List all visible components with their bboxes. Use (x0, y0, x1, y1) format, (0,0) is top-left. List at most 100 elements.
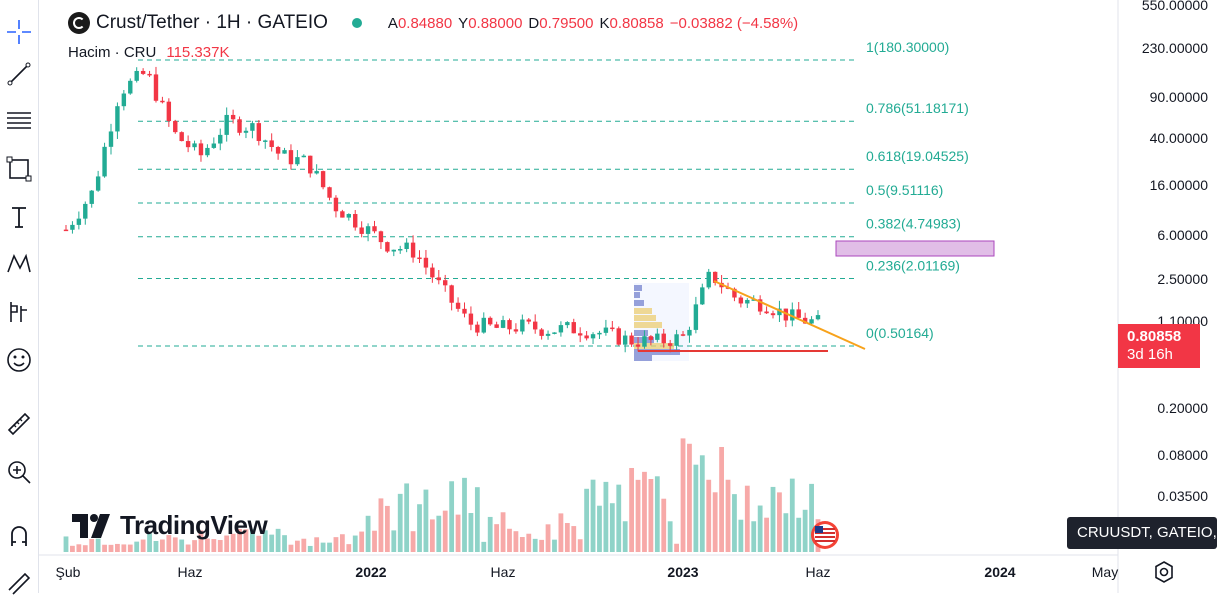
volume-bar (121, 544, 127, 552)
chart-area[interactable]: 550.00000 230.00000 90.00000 40.00000 16.000… (38, 0, 1217, 593)
fib-icon[interactable] (3, 104, 35, 136)
volume-bar (211, 539, 217, 552)
text-icon[interactable] (3, 201, 35, 233)
candle-body (263, 140, 268, 142)
zoom-in-icon[interactable] (3, 456, 35, 488)
volume-bar (166, 535, 172, 552)
candle-body (732, 288, 737, 298)
volume-bar (346, 544, 352, 552)
candle-body (256, 123, 262, 141)
volume-bar (352, 535, 358, 552)
candle-body (809, 319, 814, 324)
candle-body (693, 304, 699, 330)
volume-bar (282, 535, 287, 552)
volume-bar (429, 519, 435, 552)
candle-body (616, 328, 621, 345)
chart-canvas[interactable]: 550.00000 230.00000 90.00000 40.00000 16.000… (38, 0, 1217, 593)
forecast-icon[interactable] (3, 296, 35, 328)
candle-body (314, 171, 319, 174)
ohlc-high: Y0.88000 (458, 15, 522, 32)
volume-bar (275, 528, 281, 552)
candle-body (622, 335, 628, 345)
volume-bar (404, 483, 410, 552)
candle-body (796, 309, 801, 318)
volume-bar (294, 540, 300, 552)
candle-body (372, 226, 377, 232)
candle-body (777, 308, 782, 316)
last-price-tag: 0.80858 3d 16h (1118, 324, 1200, 368)
candle-body (359, 227, 364, 234)
trend-line-icon[interactable] (3, 58, 35, 90)
candle-body (237, 119, 242, 133)
candle-body (674, 334, 679, 346)
candle-body (70, 224, 75, 230)
symbol-title[interactable]: Crust/Tether · 1H · GATEIO (96, 12, 328, 33)
candle-body (455, 302, 461, 309)
volume-bar (699, 455, 705, 552)
highlight-zone[interactable] (835, 240, 995, 257)
volume-bar (63, 536, 69, 552)
candle-body (584, 335, 589, 339)
volume-bar (738, 519, 744, 552)
volume-bar (654, 476, 660, 552)
volume-bar (417, 504, 422, 552)
volume-bar (442, 510, 448, 552)
crosshair-icon[interactable] (3, 16, 35, 48)
volume-profile-row (634, 292, 640, 298)
volume-profile-row (634, 315, 656, 321)
volume-bar (564, 523, 570, 552)
open-label: A (387, 14, 398, 32)
volume-bar (744, 485, 750, 552)
ruler-icon[interactable] (3, 408, 35, 440)
volume-bar (95, 538, 101, 552)
candle-body (565, 322, 570, 326)
tradingview-logo-icon (72, 513, 110, 538)
pattern-icon[interactable] (3, 248, 35, 280)
volume-bar (468, 513, 474, 552)
market-status-icon[interactable] (351, 18, 362, 28)
volume-profile-row (634, 285, 642, 291)
volume-profile-row (634, 300, 644, 306)
trend-line[interactable] (713, 280, 866, 350)
volume-bar (609, 503, 615, 552)
candle-body (301, 155, 307, 158)
candle-body (603, 327, 609, 333)
candle-body (108, 131, 114, 147)
volume-bar (462, 477, 467, 552)
volume-profile-row (634, 330, 648, 336)
candle-body (770, 313, 776, 316)
volume-bar (82, 545, 88, 552)
candle-body (423, 257, 429, 268)
lock-draw-icon[interactable] (3, 564, 35, 596)
settings-gear-icon[interactable] (1150, 558, 1178, 586)
magnet-icon[interactable] (3, 520, 35, 552)
high-value: 0.88000 (468, 14, 523, 32)
candle-body (333, 197, 339, 212)
candle-body (295, 157, 300, 165)
volume-legend[interactable]: Hacim · CRU 115.337K (68, 44, 229, 61)
volume-bar (712, 492, 718, 552)
volume-bar (642, 471, 647, 552)
volume-bar (378, 498, 384, 552)
emoji-icon[interactable] (3, 344, 35, 376)
symbol-header: Crust/Tether · 1H · GATEIO A0.84880 Y0.8… (68, 10, 798, 36)
candle-body (494, 324, 499, 328)
volume-bar (706, 479, 712, 552)
time-axis-tick: Şub (56, 564, 81, 580)
volume-bar (359, 531, 365, 552)
candle-body (340, 211, 345, 218)
volume-bar (757, 505, 763, 552)
tradingview-logo[interactable]: TradingView (72, 510, 268, 541)
candle-body (745, 299, 750, 304)
volume-bar (70, 545, 75, 552)
volume-bar (76, 544, 82, 552)
volume-bar (622, 521, 628, 552)
volume-bar (635, 479, 641, 552)
candle-body (526, 319, 531, 322)
candle-body (153, 74, 159, 101)
ohlc-low: D0.79500 (528, 15, 593, 32)
volume-bar (320, 542, 326, 552)
rectangle-icon[interactable] (3, 153, 35, 185)
candle-body (539, 329, 544, 336)
volume-bar (667, 521, 673, 552)
